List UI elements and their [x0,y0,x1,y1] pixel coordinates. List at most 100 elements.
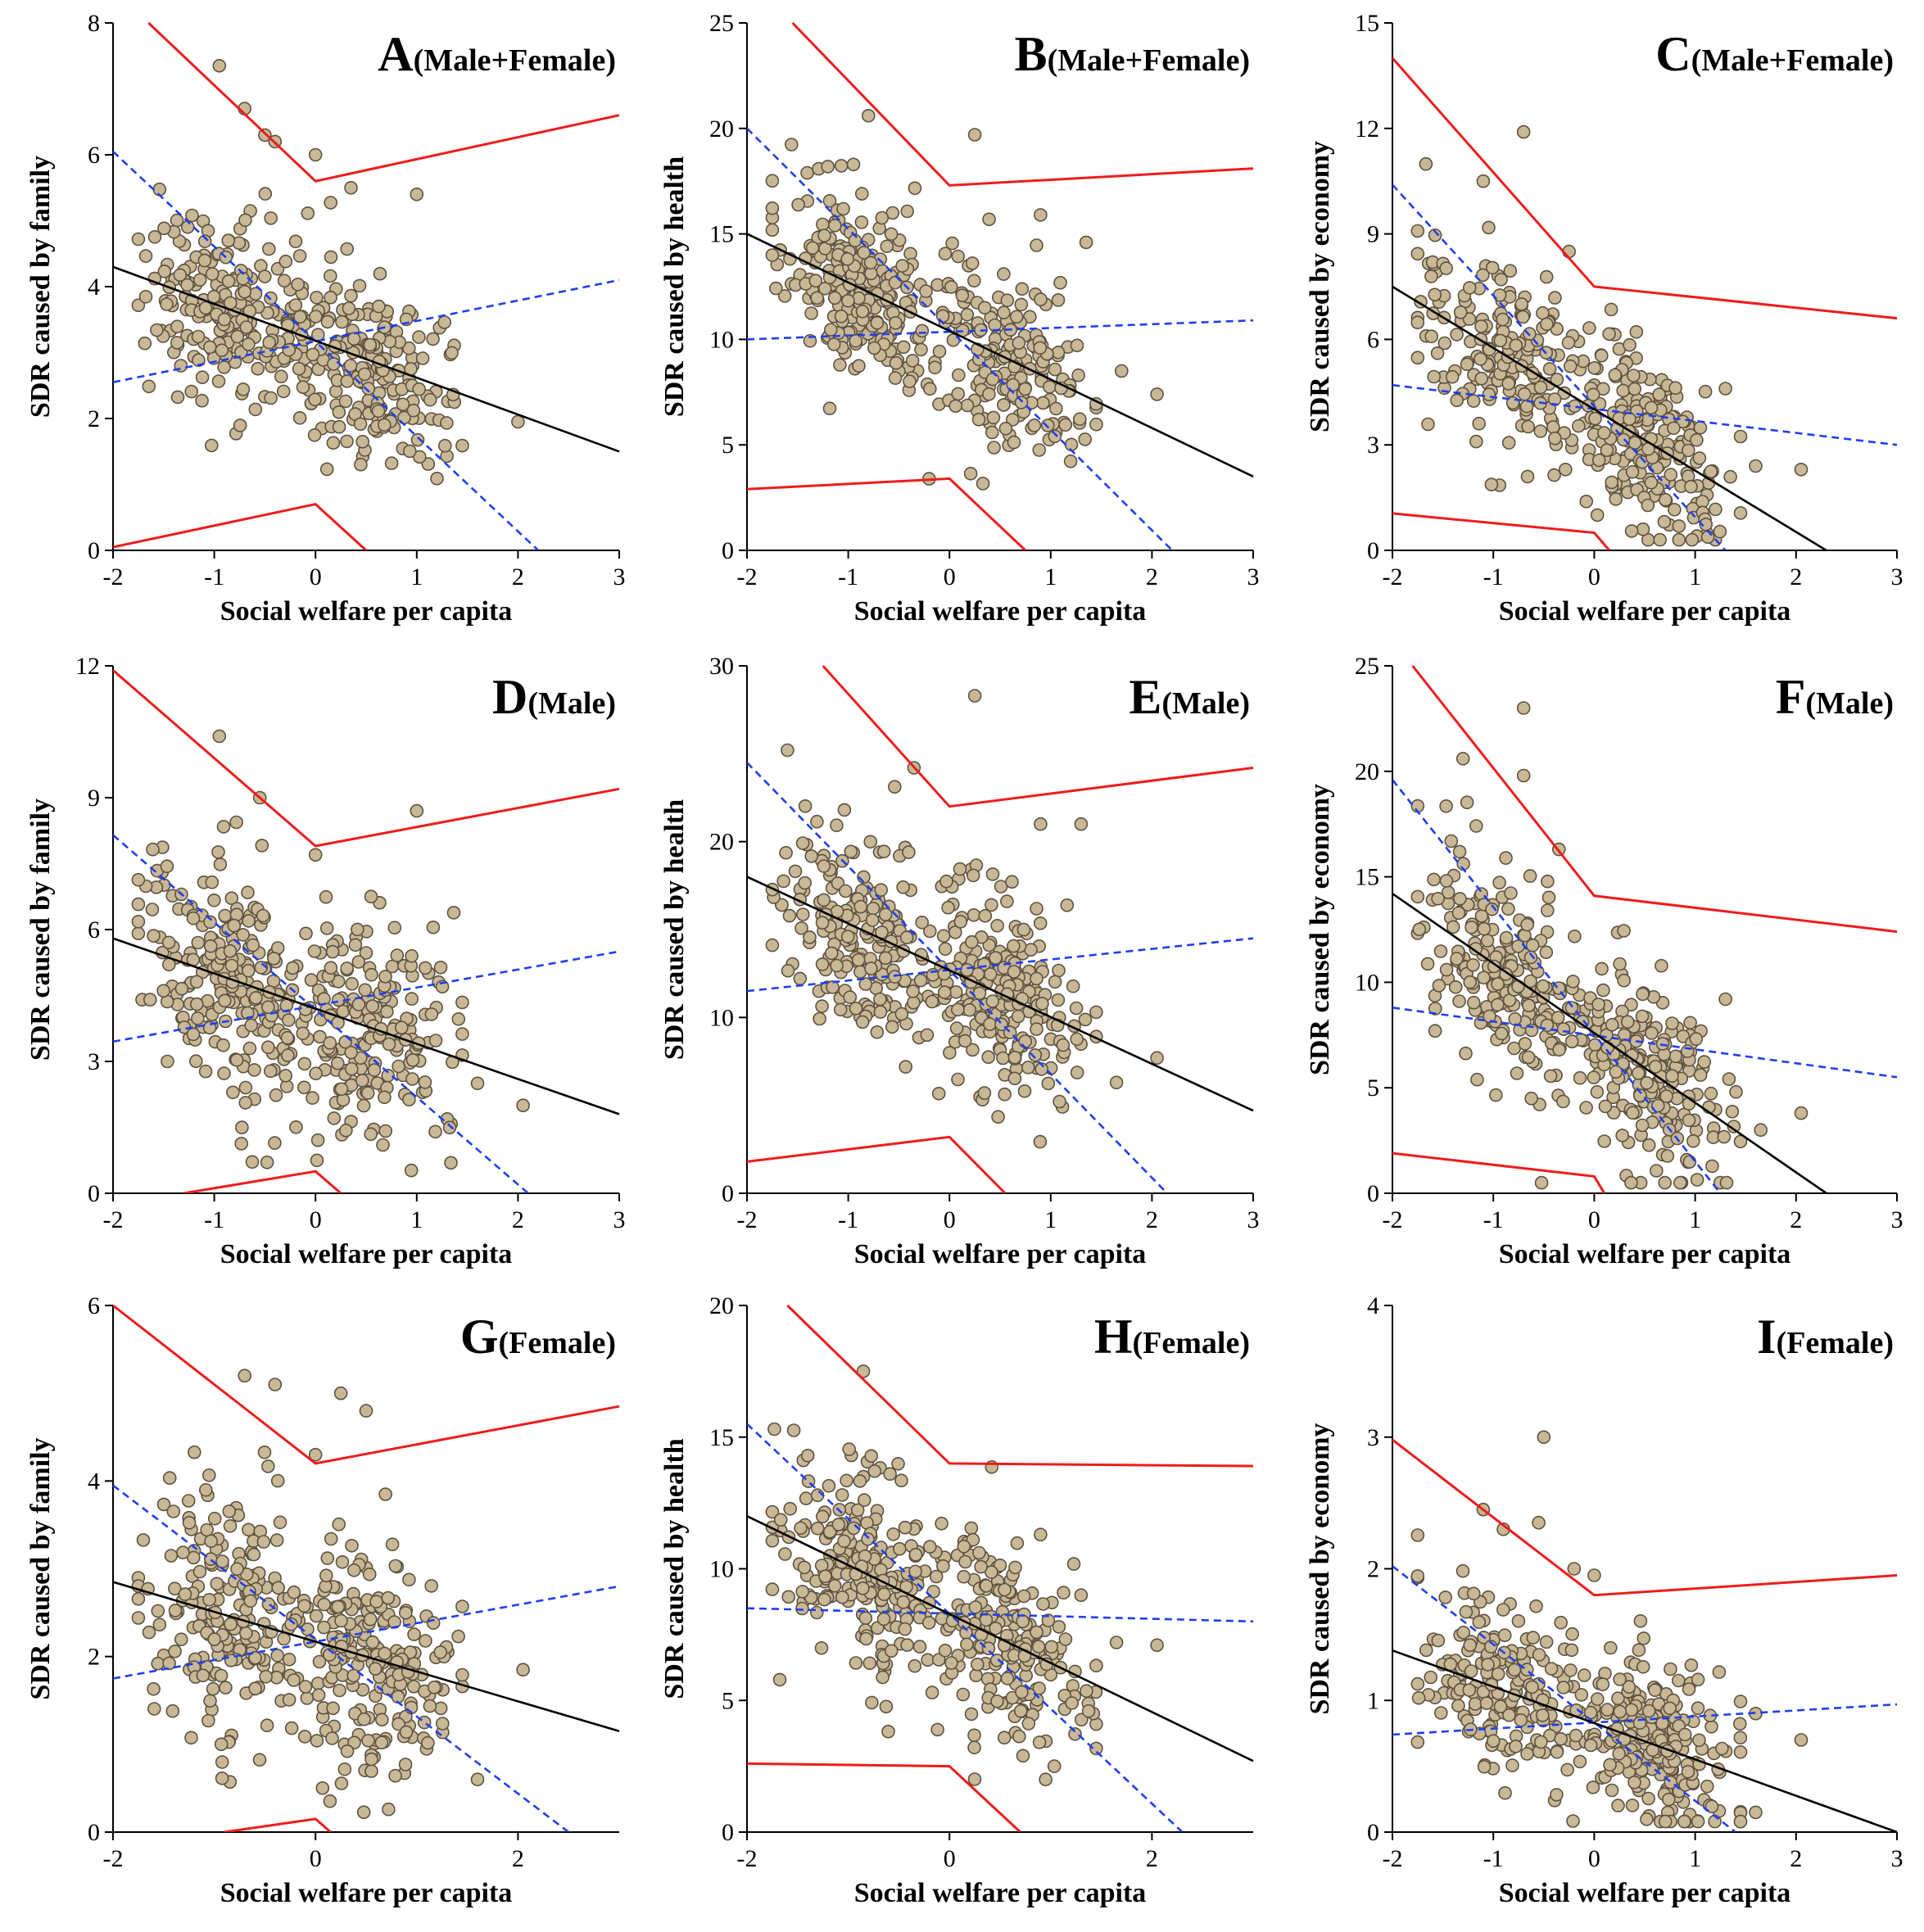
data-point [810,291,824,305]
data-point [1010,1536,1025,1550]
data-point [1444,834,1459,848]
data-point [1428,287,1442,302]
data-point [1469,942,1483,956]
data-point [873,992,887,1007]
data-point [203,915,217,930]
x-axis-label: Social welfare per capita [854,596,1147,627]
data-point [821,160,835,174]
data-point [822,1524,837,1539]
data-point [1518,1037,1532,1051]
data-point [276,384,291,399]
data-point [972,1545,986,1560]
data-point [297,1080,311,1095]
y-axis-label: SDR caused by family [25,1437,56,1699]
data-point [1664,1662,1677,1676]
data-point [857,1493,871,1507]
data-point [810,1521,825,1536]
data-point [840,930,855,943]
data-point [1613,1672,1627,1686]
data-point [1536,1708,1550,1722]
data-point [270,1649,285,1663]
data-point [317,1620,331,1635]
data-point [1673,1175,1687,1190]
data-point [1466,394,1481,408]
data-point-outlier [470,1772,485,1786]
data-point [451,1012,466,1026]
data-point [1547,468,1561,482]
data-point [952,368,966,382]
data-point [1668,502,1682,517]
data-point [985,867,1000,881]
upper-bound-line [113,669,620,848]
data-point [298,1680,313,1694]
data-point [1410,1569,1425,1583]
data-point [844,844,858,859]
data-point [352,278,367,293]
data-point-outlier [308,1447,323,1462]
data-point [357,1712,371,1726]
data-point [1014,297,1029,312]
data-point [1546,420,1560,434]
data-point [944,280,958,294]
data-point [224,891,239,905]
data-point [1424,1670,1437,1685]
data-point [1533,424,1548,438]
data-point [198,1064,213,1079]
data-point [964,1707,979,1722]
scatter-points [1410,124,1809,547]
data-point [808,274,823,288]
data-point [1685,532,1700,547]
data-point [1030,971,1043,986]
data-point [1428,228,1442,242]
data-point [1451,906,1466,921]
data-point [1517,387,1532,401]
data-point [1536,305,1550,320]
data-point [256,908,270,923]
data-point [1027,419,1042,432]
data-point [323,269,337,283]
data-point [813,1011,826,1026]
data-point [1733,506,1748,520]
x-tick-label: 2 [1790,563,1802,590]
data-point [1602,327,1616,342]
data-point [945,236,959,251]
data-point [865,1695,879,1710]
data-point [401,341,416,355]
data-point [1492,288,1507,302]
data-point [1651,1098,1665,1113]
data-point [1640,1076,1654,1090]
data-point [797,1560,812,1575]
data-point-outlier [1516,124,1531,139]
data-point [1485,260,1500,275]
data-point [1453,892,1467,906]
data-point [867,341,881,355]
x-tick-label: 0 [310,563,322,590]
data-point [1428,1024,1442,1038]
data-point [765,174,780,188]
data-point [981,1050,995,1064]
data-point [205,875,220,889]
data-point [446,906,461,920]
data-point [1450,393,1464,408]
data-point [343,359,358,373]
data-point [1484,477,1499,491]
data-point [131,872,146,887]
data-point [1626,1106,1640,1120]
data-point [923,382,937,396]
data-point [1503,264,1518,278]
data-point [150,323,164,337]
data-point [304,973,319,987]
data-point [170,213,184,228]
data-point [299,926,313,941]
data-point [310,1734,324,1748]
y-tick-label: 0 [88,537,100,564]
data-point [376,1138,390,1152]
data-point [1525,1680,1539,1694]
data-point [1566,975,1580,989]
data-point [874,883,888,897]
data-point [938,1644,953,1658]
data-point [1459,1046,1473,1061]
y-tick-label: 2 [1367,1556,1379,1583]
data-point [883,1467,897,1481]
y-tick-label: 6 [88,142,100,169]
